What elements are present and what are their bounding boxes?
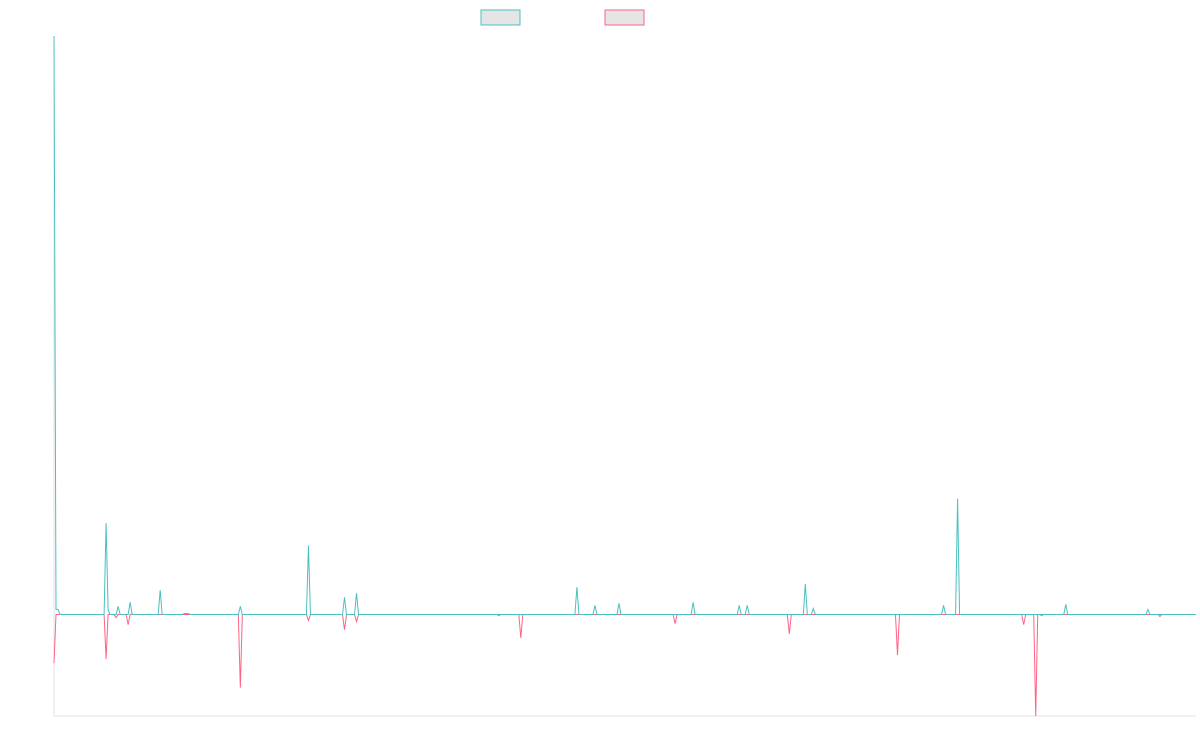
legend-item-series-a[interactable] xyxy=(480,9,521,26)
legend-item-series-b[interactable] xyxy=(604,9,645,26)
plot-area xyxy=(53,35,1196,717)
series-line-a[interactable] xyxy=(53,35,1196,616)
legend-swatch-series-b xyxy=(604,9,645,26)
legend xyxy=(480,9,645,26)
legend-swatch-series-a xyxy=(480,9,521,26)
axes xyxy=(53,36,1196,717)
series-line-b[interactable] xyxy=(53,614,1196,717)
